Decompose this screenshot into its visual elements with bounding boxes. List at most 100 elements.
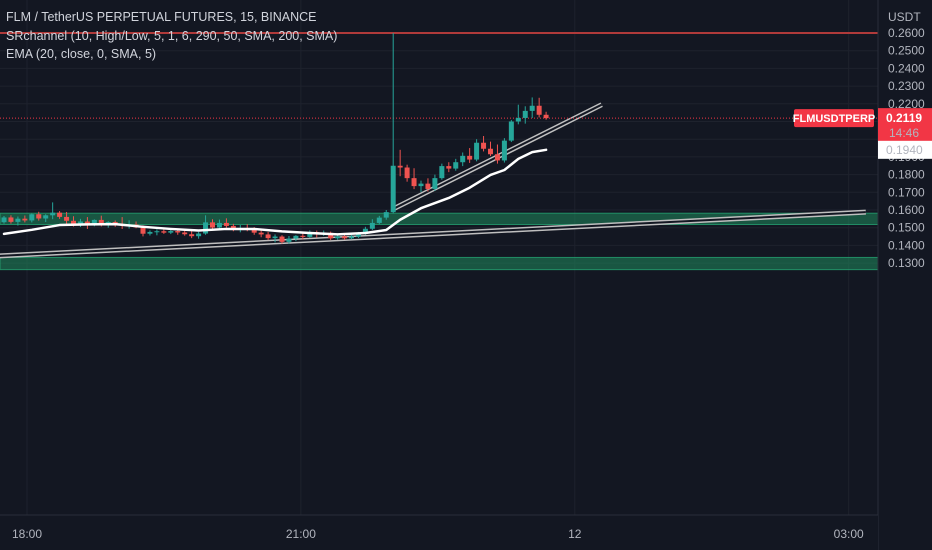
candle-body xyxy=(481,142,487,149)
candle xyxy=(397,149,403,177)
candle xyxy=(439,163,445,180)
candle xyxy=(36,211,42,221)
candle xyxy=(369,219,375,231)
candle xyxy=(300,233,306,240)
candle xyxy=(432,174,438,191)
candle-body xyxy=(425,183,431,189)
ema-indicator-label[interactable]: EMA (20, close, 0, SMA, 5) xyxy=(6,47,157,61)
price-tick-label: 0.1600 xyxy=(888,203,925,217)
candle-body xyxy=(397,165,403,168)
candle-body xyxy=(175,231,181,233)
candle xyxy=(481,136,487,152)
candle-body xyxy=(251,229,257,233)
candle-body xyxy=(182,232,188,235)
candle-body xyxy=(50,212,56,216)
candle-body xyxy=(216,222,222,228)
candle-body xyxy=(265,234,271,239)
candle xyxy=(29,213,35,223)
candle-body xyxy=(196,233,202,237)
candle-body xyxy=(362,228,368,234)
candle xyxy=(15,216,21,226)
candle-body xyxy=(439,166,445,179)
candle xyxy=(349,234,354,240)
candle xyxy=(147,230,153,236)
candle xyxy=(460,152,466,167)
candle xyxy=(404,164,410,182)
last-price-value: 0.2119 xyxy=(886,111,922,125)
candle xyxy=(515,104,521,125)
candle xyxy=(342,234,348,240)
countdown-timer: 14:46 xyxy=(889,126,919,140)
ema-polyline xyxy=(2,148,548,236)
candle-body xyxy=(376,217,382,223)
candle xyxy=(196,231,202,239)
price-tick-label: 0.1700 xyxy=(888,185,925,199)
price-tick-label: 0.2600 xyxy=(888,26,925,40)
price-tick-label: 0.2300 xyxy=(888,79,925,93)
candle xyxy=(335,235,341,240)
candle xyxy=(182,230,188,236)
candle-body xyxy=(29,214,35,221)
time-tick-label: 21:00 xyxy=(286,527,316,541)
candle-body xyxy=(8,217,14,222)
candle-body xyxy=(494,154,500,161)
price-axis-unit: USDT xyxy=(888,10,921,24)
time-tick-label: 12 xyxy=(568,527,582,541)
price-tick-label: 0.2500 xyxy=(888,44,925,58)
candle-body xyxy=(203,222,209,234)
candle xyxy=(43,214,49,223)
candle-body xyxy=(369,222,375,229)
candlesticks xyxy=(1,33,549,244)
candle xyxy=(258,229,264,238)
candle xyxy=(1,216,7,224)
candle-body xyxy=(536,105,542,115)
candle-body xyxy=(453,162,459,169)
candle xyxy=(474,139,480,162)
time-axis[interactable]: 18:0021:001203:0006:0009:0012:0015:0018:… xyxy=(0,514,932,550)
candle-body xyxy=(522,110,528,118)
candle xyxy=(223,218,229,228)
candle-body xyxy=(529,105,535,111)
chart-legend: FLM / TetherUS PERPETUAL FUTURES, 15, BI… xyxy=(6,8,337,64)
candle-body xyxy=(168,231,174,233)
candle xyxy=(453,158,459,171)
candle-body xyxy=(1,217,7,223)
candle-body xyxy=(258,232,264,235)
channel-line-inner xyxy=(0,211,866,257)
price-tick-label: 0.1300 xyxy=(888,256,925,270)
candle-body xyxy=(349,236,354,239)
symbol-tag-bg xyxy=(794,109,874,128)
candle-body xyxy=(91,219,97,226)
candle-body xyxy=(43,215,49,219)
candle xyxy=(279,235,285,244)
candle xyxy=(293,235,299,242)
candle xyxy=(210,219,215,230)
candle-body xyxy=(508,121,514,141)
candle xyxy=(390,33,396,214)
candle-body xyxy=(279,236,285,242)
candle-body xyxy=(307,232,313,237)
price-axis[interactable]: USDT0.26000.25000.24000.23000.22000.2100… xyxy=(877,0,932,550)
candle-body xyxy=(140,227,146,234)
price-tick-label: 0.1400 xyxy=(888,238,925,252)
ema-line xyxy=(2,148,548,236)
candle xyxy=(411,168,417,190)
candle-body xyxy=(488,148,493,155)
candle-body xyxy=(404,167,410,179)
symbol-title[interactable]: FLM / TetherUS PERPETUAL FUTURES, 15, BI… xyxy=(6,10,317,24)
candle xyxy=(57,211,63,219)
candle xyxy=(376,215,382,225)
candle-body xyxy=(210,222,215,228)
candle xyxy=(418,180,424,192)
candle xyxy=(50,202,56,220)
candle-body xyxy=(460,155,466,163)
candle-body xyxy=(98,219,104,225)
candle-body xyxy=(418,183,424,187)
candle-body xyxy=(15,218,21,222)
candle-body xyxy=(230,225,236,229)
srchannel-indicator-label[interactable]: SRchannel (10, High/Low, 5, 1, 6, 290, 5… xyxy=(6,28,338,43)
candle-body xyxy=(342,236,348,239)
candle xyxy=(446,162,452,173)
